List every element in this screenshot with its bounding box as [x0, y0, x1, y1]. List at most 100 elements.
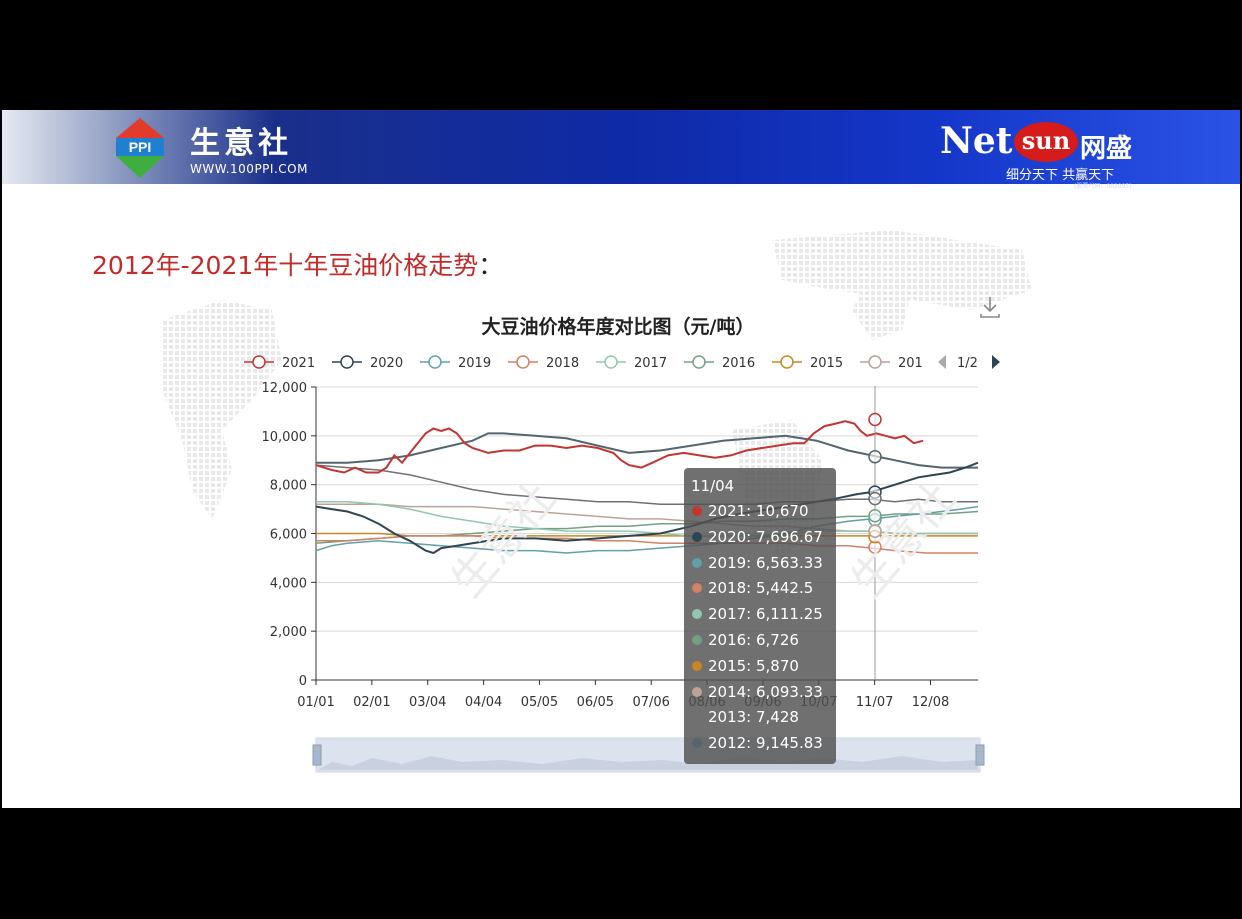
netsun-net: Net [940, 120, 1013, 162]
legend-prev-icon[interactable] [938, 355, 946, 369]
tooltip-row: 2012: 9,145.83 [692, 734, 823, 752]
netsun-slogan: 细分天下 共赢天下 [1006, 168, 1115, 183]
datazoom-slider[interactable] [312, 737, 985, 773]
legend: 2021 2020 2019 2018 2017 2016 2015 201 [244, 355, 923, 371]
legend-next-icon[interactable] [992, 355, 1000, 369]
x-tick-label: 05/05 [521, 695, 558, 710]
x-axis: 01/0102/0103/0404/0405/0506/0507/0608/06… [297, 679, 978, 710]
legend-marker [692, 355, 706, 369]
series-line-2020 [315, 461, 979, 555]
tooltip-date: 11/04 [691, 477, 735, 495]
tooltip-value: 2014: 6,093.33 [708, 682, 823, 701]
legend-label: 2018 [546, 356, 579, 371]
legend-page: 1/2 [957, 356, 978, 371]
y-tick-label: 10,000 [262, 430, 308, 445]
datazoom-handle-right[interactable] [975, 744, 985, 766]
slide: PPI 生意社 WWW.100PPI.COM Net sun 网盛 细分天下 共… [2, 110, 1240, 808]
tooltip-value: 2018: 5,442.5 [708, 579, 814, 598]
chart-tooltip: 11/04 2021: 10,670 2020: 7,696.67 2019: 6,… [684, 468, 836, 764]
x-tick-label: 07/06 [632, 695, 669, 710]
legend-marker [868, 355, 882, 369]
crosshair-point [868, 524, 882, 538]
tooltip-value: 2015: 5,870 [708, 656, 799, 675]
legend-item-2015[interactable]: 2015 [772, 355, 843, 371]
tooltip-value: 2021: 10,670 [708, 502, 809, 520]
netsun-sun: sun [1014, 122, 1078, 162]
legend-label: 2016 [722, 356, 755, 371]
tooltip-dot [692, 712, 702, 723]
legend-label: 2021 [282, 356, 315, 371]
tooltip-row: 2021: 10,670 [692, 502, 808, 520]
crosshair-point [868, 412, 882, 427]
header-banner: PPI 生意社 WWW.100PPI.COM Net sun 网盛 细分天下 共… [2, 110, 1240, 190]
tooltip-row: 2015: 5,870 [692, 657, 799, 675]
tooltip-dot [692, 531, 702, 542]
legend-item-2018[interactable]: 2018 [508, 355, 579, 371]
datazoom-handle-left[interactable] [312, 744, 322, 766]
tooltip-dot [692, 738, 702, 749]
ppi-logo-text: PPI [129, 139, 152, 155]
tooltip-dot [692, 506, 702, 516]
legend-item-201[interactable]: 201 [860, 355, 923, 371]
series-line-2012 [316, 432, 978, 469]
y-tick-label: 6,000 [270, 528, 307, 543]
y-axis: 0 2,000 4,000 6,000 8,000 10,000 12,000 [262, 381, 317, 689]
tooltip-value: 2016: 6,726 [708, 631, 799, 649]
x-tick-label: 04/04 [465, 695, 502, 710]
legend-marker [340, 355, 354, 369]
netsun-wang: 网盛 [1080, 134, 1133, 164]
brand-name: 生意社 [190, 126, 292, 161]
x-tick-label: 11/07 [856, 695, 893, 710]
tooltip-row: 2014: 6,093.33 [692, 683, 823, 701]
series-line-2021 [315, 420, 924, 474]
tooltip-value: 2019: 6,563.33 [708, 553, 823, 572]
legend-label: 2019 [458, 356, 491, 371]
x-tick-label: 12/08 [912, 695, 949, 710]
legend-item-2020[interactable]: 2020 [332, 355, 403, 371]
page-heading-text: 2012年-2021年十年豆油价格走势 [92, 251, 479, 280]
legend-item-2016[interactable]: 2016 [684, 355, 755, 371]
chart: 大豆油价格年度对比图（元/吨） 2021 2020 2019 2018 2017 2016… [244, 294, 1002, 773]
legend-marker [428, 355, 442, 369]
tooltip-row: 2017: 6,111.25 [692, 605, 823, 623]
legend-marker [780, 355, 794, 369]
y-tick-label: 4,000 [270, 576, 307, 591]
crosshair-points [868, 412, 882, 554]
tooltip-row: 2013: 7,428 [692, 708, 799, 726]
page-heading-colon: ： [478, 251, 504, 280]
legend-marker [252, 355, 266, 369]
crosshair-point [868, 509, 882, 523]
tooltip-dot [692, 557, 702, 568]
legend-label: 2020 [370, 356, 403, 371]
tooltip-value: 2013: 7,428 [708, 708, 799, 727]
download-icon[interactable] [978, 294, 1002, 320]
page-heading: 2012年-2021年十年豆油价格走势： [92, 246, 503, 282]
y-tick-label: 0 [299, 674, 307, 689]
legend-item-2021[interactable]: 2021 [244, 355, 315, 371]
legend-label: 2015 [810, 356, 843, 371]
y-tick-label: 2,000 [270, 625, 307, 640]
tooltip-dot [692, 609, 702, 620]
tooltip-row: 2016: 6,726 [692, 631, 799, 649]
tooltip-dot [692, 686, 702, 697]
chart-title: 大豆油价格年度对比图（元/吨） [482, 315, 755, 338]
tooltip-row: 2020: 7,696.67 [692, 528, 823, 546]
netsun-logo: Net sun 网盛 细分天下 共赢天下 (股票代码：002095) [940, 120, 1160, 190]
x-tick-label: 02/01 [353, 695, 390, 710]
series-line-2019 [315, 505, 979, 554]
ppi-logo-icon: PPI [116, 118, 164, 178]
crosshair-point [868, 449, 882, 464]
legend-label: 201 [898, 356, 923, 371]
legend-marker [516, 355, 530, 369]
y-tick-label: 12,000 [262, 381, 308, 396]
tooltip-dot [692, 635, 702, 645]
x-tick-label: 06/05 [577, 695, 614, 710]
netsun-stock-code: (股票代码：002095) [1074, 183, 1132, 190]
tooltip-value: 2020: 7,696.67 [708, 527, 823, 546]
legend-item-2017[interactable]: 2017 [596, 355, 667, 371]
crosshair-point [868, 491, 882, 506]
legend-item-2019[interactable]: 2019 [420, 355, 491, 371]
tooltip-dot [692, 583, 702, 594]
brand-url: WWW.100PPI.COM [190, 162, 308, 176]
tooltip-dot [692, 660, 702, 671]
